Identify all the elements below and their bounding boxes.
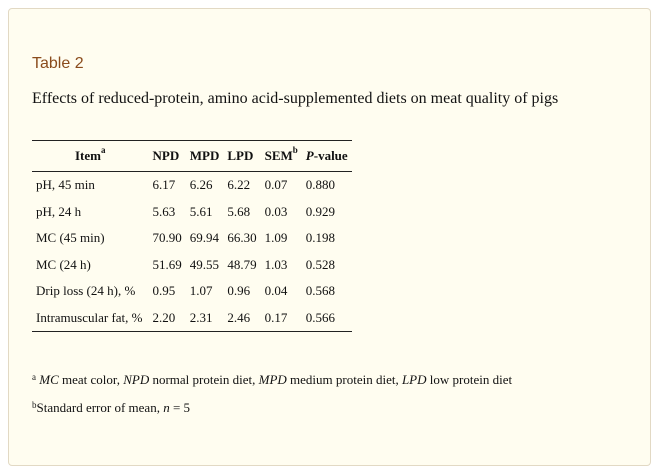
cell-sem: 1.03 <box>264 256 288 272</box>
header-sem: SEMb <box>260 140 302 172</box>
cell-npd: 2.20 <box>152 309 176 325</box>
cell-sem: 0.04 <box>264 283 288 299</box>
table-row: Intramuscular fat, % 2.20 2.31 2.46 0.17 0.56… <box>32 305 352 332</box>
footnote-abbreviation: NPD <box>123 372 150 387</box>
footnotes: a MC meat color, NPD normal protein diet… <box>32 372 512 428</box>
cell-sem: 0.17 <box>264 309 288 325</box>
cell-item: pH, 45 min <box>36 177 95 193</box>
cell-p: 0.198 <box>305 230 336 246</box>
footnote-definition: low protein diet <box>426 372 513 387</box>
header-lpd: LPD <box>223 140 261 172</box>
footnote-definition: normal protein diet, <box>149 372 259 387</box>
footnote-mark-a: a <box>100 145 106 155</box>
footnote-a-mark: a <box>32 372 36 382</box>
header-mpd: MPD <box>185 140 224 172</box>
footnote-abbreviation: MC <box>39 372 59 387</box>
cell-item: Drip loss (24 h), % <box>36 283 136 299</box>
footnote-abbreviation: LPD <box>401 372 427 387</box>
cell-mpd: 49.55 <box>189 256 219 272</box>
table-row: MC (45 min) 70.90 69.94 66.30 1.09 0.198 <box>32 225 352 252</box>
cell-p: 0.568 <box>305 283 336 299</box>
table-row: pH, 45 min 6.17 6.26 6.22 0.07 0.880 <box>32 172 352 199</box>
meat-quality-table: Itema NPD MPD LPD SEMb P-value pH, 45 mi… <box>32 140 352 332</box>
cell-mpd: 6.26 <box>189 177 213 193</box>
table-body: pH, 45 min 6.17 6.26 6.22 0.07 0.880 pH, 24 h 5… <box>32 172 352 332</box>
cell-lpd: 6.22 <box>227 177 251 193</box>
cell-item: Intramuscular fat, % <box>36 309 143 325</box>
table-row: MC (24 h) 51.69 49.55 48.79 1.03 0.528 <box>32 252 352 279</box>
footnote-mark-b: b <box>292 145 298 155</box>
cell-mpd: 1.07 <box>189 283 213 299</box>
header-p-value: P-value <box>301 140 352 172</box>
cell-lpd: 48.79 <box>227 256 257 272</box>
cell-item: MC (45 min) <box>36 230 105 246</box>
cell-lpd: 66.30 <box>227 230 257 246</box>
header-item: Itema <box>32 140 149 172</box>
table-row: pH, 24 h 5.63 5.61 5.68 0.03 0.929 <box>32 199 352 226</box>
cell-npd: 0.95 <box>152 283 176 299</box>
table-caption: Effects of reduced-protein, amino acid-s… <box>32 90 559 107</box>
table-row: Drip loss (24 h), % 0.95 1.07 0.96 0.04 0.568 <box>32 278 352 305</box>
cell-item: MC (24 h) <box>36 256 91 272</box>
cell-item: pH, 24 h <box>36 203 82 219</box>
cell-lpd: 5.68 <box>227 203 251 219</box>
article-table-card: Table 2 Effects of reduced-protein, amin… <box>8 8 651 466</box>
cell-lpd: 0.96 <box>227 283 251 299</box>
cell-mpd: 5.61 <box>189 203 213 219</box>
cell-sem: 0.07 <box>264 177 288 193</box>
cell-npd: 51.69 <box>152 256 182 272</box>
header-npd: NPD <box>148 140 186 172</box>
cell-npd: 6.17 <box>152 177 176 193</box>
footnote-definition: medium protein diet, <box>286 372 402 387</box>
cell-sem: 0.03 <box>264 203 288 219</box>
table-header-row: Itema NPD MPD LPD SEMb P-value <box>32 140 352 172</box>
footnote-abbreviation: MPD <box>258 372 287 387</box>
cell-p: 0.566 <box>305 309 336 325</box>
footnote-b-mark: b <box>32 400 37 410</box>
cell-sem: 1.09 <box>264 230 288 246</box>
cell-mpd: 69.94 <box>189 230 219 246</box>
table-label: Table 2 <box>32 55 84 72</box>
cell-p: 0.528 <box>305 256 336 272</box>
cell-p: 0.880 <box>305 177 336 193</box>
footnote-a: a MC meat color, NPD normal protein diet… <box>32 372 512 388</box>
cell-npd: 70.90 <box>152 230 182 246</box>
cell-p: 0.929 <box>305 203 336 219</box>
cell-lpd: 2.46 <box>227 309 251 325</box>
footnote-definition: meat color, <box>58 372 124 387</box>
cell-npd: 5.63 <box>152 203 176 219</box>
footnote-b: bStandard error of mean, n = 5 <box>32 400 191 415</box>
cell-mpd: 2.31 <box>189 309 213 325</box>
